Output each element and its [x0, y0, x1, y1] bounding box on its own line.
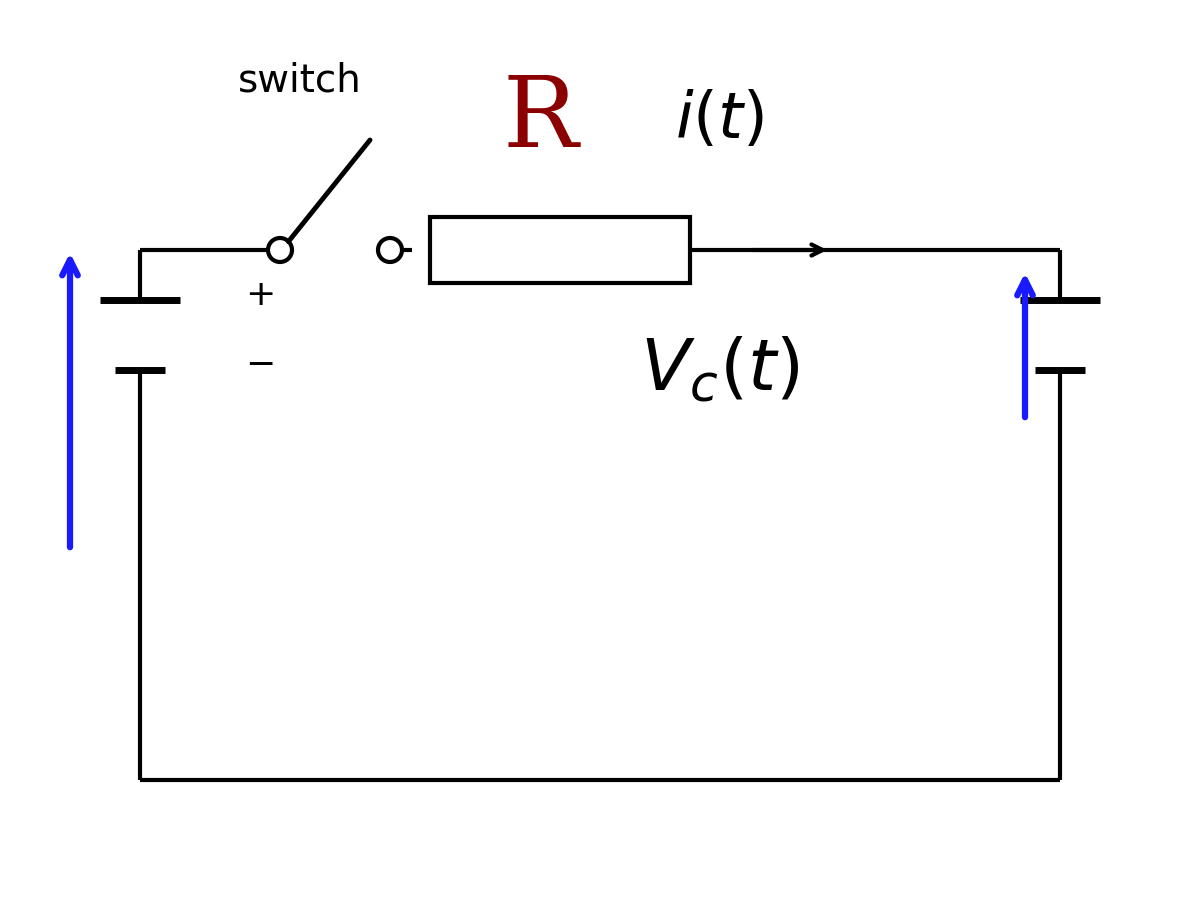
Text: switch: switch [238, 61, 362, 99]
Text: −: − [245, 348, 275, 382]
Text: $i(t)$: $i(t)$ [676, 89, 764, 151]
Text: +: + [245, 278, 275, 312]
Bar [430, 218, 690, 283]
Text: $V_c(t)$: $V_c(t)$ [641, 335, 800, 405]
Text: R: R [503, 72, 577, 168]
